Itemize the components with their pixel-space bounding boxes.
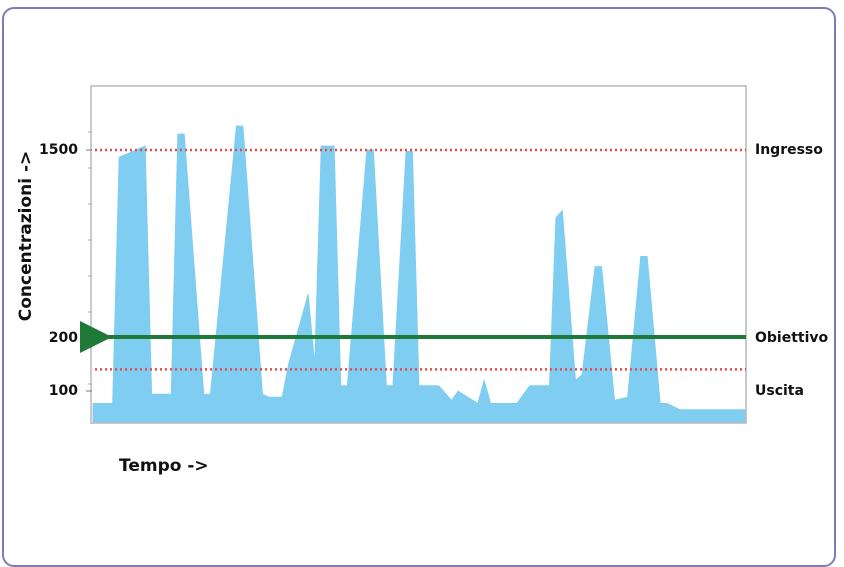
x-axis-label: Tempo -> <box>119 456 209 476</box>
plot-area-border <box>90 85 747 424</box>
ref-label-uscita: Uscita <box>755 383 804 399</box>
y-axis-label: Concentrazioni -> <box>16 150 36 322</box>
y-tick-label-200: 200 <box>48 330 78 346</box>
y-tick-label-100: 100 <box>48 383 78 399</box>
ref-label-ingresso: Ingresso <box>755 142 823 158</box>
ref-label-obiettivo: Obiettivo <box>755 330 829 346</box>
y-tick-label-1500: 1500 <box>39 142 78 158</box>
chart-plot <box>80 85 747 424</box>
series-area-0 <box>92 125 746 423</box>
